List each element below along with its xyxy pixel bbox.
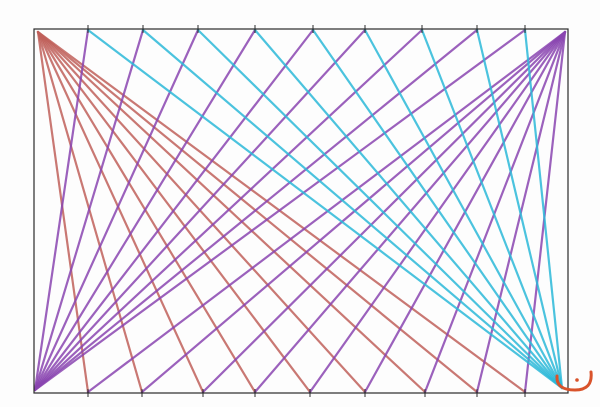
- purple-fan-top-right-line: [308, 30, 567, 394]
- purple-fan-bottom-left-line: [33, 28, 90, 392]
- red-fan: [36, 30, 527, 394]
- cyan-fan: [86, 28, 564, 390]
- red-fan-line: [36, 30, 527, 394]
- cyan-fan-line: [363, 28, 564, 390]
- red-fan-line: [36, 30, 367, 394]
- cyan-fan-line: [523, 28, 564, 390]
- red-fan-line: [36, 30, 427, 394]
- cyan-fan-line: [311, 28, 564, 390]
- purple-fan-bottom-left-line: [33, 28, 315, 392]
- cyan-fan-line: [86, 28, 564, 390]
- cyan-fan-line: [253, 28, 564, 390]
- red-fan-line: [36, 30, 257, 394]
- purple-fan-bottom-left-line: [33, 28, 200, 392]
- purple-fan-top-right-line: [140, 30, 567, 394]
- frame-rectangle: [33, 28, 569, 394]
- purple-fan-bottom-left-line: [33, 28, 257, 392]
- cyan-fan-line: [141, 28, 564, 390]
- purple-fan-bottom-left-line: [33, 28, 527, 392]
- red-fan-line: [36, 30, 205, 394]
- red-fan-line: [36, 30, 479, 394]
- purple-fan-top-right-line: [86, 30, 567, 394]
- purple-fan-bottom-left-line: [33, 28, 367, 392]
- purple-fan-bottom-left-line: [33, 28, 479, 392]
- cyan-fan-line: [475, 28, 564, 390]
- smiley-face-icon: [555, 370, 593, 392]
- cyan-fan-line: [420, 28, 564, 390]
- cyan-fan-line: [196, 28, 564, 390]
- purple-fan-bottom-left-line: [33, 28, 424, 392]
- line-layer: [33, 28, 567, 394]
- tick-marks: [87, 25, 526, 397]
- red-fan-line: [36, 30, 144, 394]
- purple-fan-top-right-line: [423, 30, 567, 394]
- purple-fan-bottom-left: [33, 28, 527, 392]
- purple-fan-bottom-left-line: [33, 28, 145, 392]
